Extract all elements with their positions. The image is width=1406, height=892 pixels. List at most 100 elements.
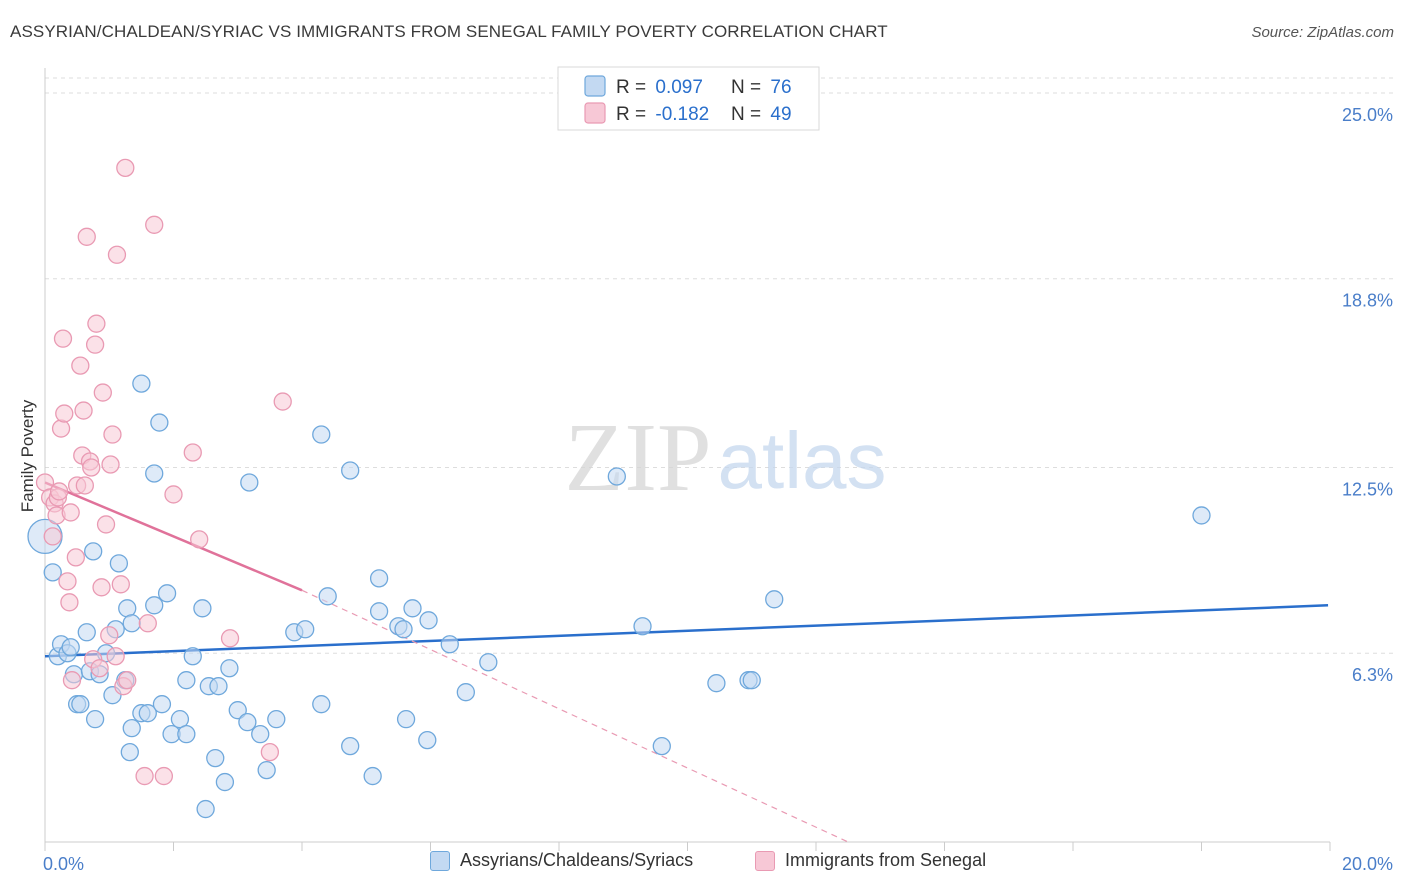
point-senegal: [93, 383, 112, 402]
point-senegal: [164, 485, 183, 504]
point-assyrians: [296, 620, 315, 639]
point-assyrians: [440, 635, 459, 654]
legend-swatch-blue: [584, 75, 606, 97]
point-senegal: [58, 572, 77, 591]
point-senegal: [51, 419, 71, 438]
point-assyrians: [177, 671, 196, 690]
point-assyrians: [707, 674, 726, 693]
legend-n-label-2: N =: [731, 104, 766, 125]
points-layer: [27, 158, 1211, 819]
legend-swatch-senegal: [755, 850, 775, 871]
point-senegal: [92, 578, 111, 597]
point-assyrians: [742, 671, 761, 690]
legend-r-label-1: R =: [616, 77, 651, 98]
svg-text:N = 76: N = 76: [731, 77, 792, 98]
point-senegal: [62, 671, 82, 690]
point-assyrians: [765, 590, 784, 609]
point-assyrians: [267, 710, 286, 729]
legend-bottom: Assyrians/Chaldeans/Syriacs Immigrants f…: [0, 850, 1406, 880]
point-senegal: [111, 575, 130, 594]
source-label: Source: ZipAtlas.com: [1251, 24, 1394, 41]
point-assyrians: [633, 617, 652, 636]
point-senegal: [260, 742, 280, 762]
point-assyrians: [150, 413, 169, 432]
point-senegal: [220, 629, 240, 648]
legend-label-assyrians: Assyrians/Chaldeans/Syriacs: [460, 850, 694, 870]
point-assyrians: [607, 467, 626, 486]
point-assyrians: [341, 461, 360, 480]
y-tick-label: 6.3%: [1352, 665, 1393, 685]
point-senegal: [100, 626, 119, 645]
trend-line-assyrians: [44, 604, 1329, 658]
point-senegal: [183, 443, 202, 462]
axis-layer: 6.3% 12.5% 18.8% 25.0% 0.0% 20.0%: [43, 68, 1393, 874]
point-assyrians: [122, 718, 141, 738]
point-senegal: [87, 314, 106, 333]
point-assyrians: [209, 677, 228, 696]
watermark-atlas: atlas: [718, 416, 887, 505]
point-assyrians: [177, 724, 196, 744]
point-assyrians: [43, 563, 62, 582]
point-senegal: [53, 329, 73, 348]
point-senegal: [85, 335, 105, 354]
point-assyrians: [257, 760, 276, 780]
trend-layer: [44, 481, 1329, 843]
point-assyrians: [145, 596, 164, 615]
point-senegal: [43, 527, 62, 546]
point-senegal: [118, 671, 137, 690]
y-tick-label: 25.0%: [1342, 105, 1393, 125]
point-senegal: [71, 356, 90, 375]
point-assyrians: [109, 554, 129, 573]
point-senegal: [66, 548, 85, 567]
svg-text:R = -0.182: R = -0.182: [616, 104, 709, 125]
svg-text:N = 49: N = 49: [731, 104, 792, 125]
point-assyrians: [369, 602, 389, 621]
point-assyrians: [132, 374, 151, 393]
point-assyrians: [419, 611, 438, 630]
legend-n-label-1: N =: [731, 77, 766, 98]
point-senegal: [273, 392, 292, 411]
point-senegal: [74, 401, 93, 420]
point-senegal: [90, 659, 109, 678]
point-assyrians: [122, 614, 141, 633]
point-senegal: [55, 404, 74, 423]
point-senegal: [60, 593, 79, 612]
x-tick-label-min: 0.0%: [43, 854, 84, 874]
legend-swatch-pink: [584, 102, 606, 124]
point-assyrians: [363, 766, 382, 786]
point-senegal: [107, 245, 127, 264]
point-assyrians: [396, 710, 416, 729]
point-senegal: [135, 766, 154, 786]
point-senegal: [190, 530, 209, 549]
legend-r-value-2: -0.182: [655, 104, 709, 125]
point-assyrians: [61, 638, 80, 657]
point-senegal: [77, 227, 96, 246]
point-senegal: [103, 425, 122, 444]
point-senegal: [96, 515, 116, 534]
point-senegal: [154, 766, 174, 786]
point-assyrians: [240, 473, 259, 492]
legend-label-senegal: Immigrants from Senegal: [785, 850, 987, 870]
legend-item-assyrians: Assyrians/Chaldeans/Syriacs: [430, 850, 693, 871]
point-senegal: [75, 476, 94, 495]
point-assyrians: [312, 425, 331, 444]
point-assyrians: [251, 724, 270, 744]
point-assyrians: [85, 710, 105, 729]
point-assyrians: [1192, 506, 1211, 525]
y-axis-label: Family Poverty: [18, 399, 37, 512]
point-assyrians: [196, 799, 215, 819]
y-tick-label: 12.5%: [1342, 479, 1393, 499]
point-assyrians: [84, 542, 103, 561]
point-senegal: [61, 503, 80, 522]
legend-n-value-1: 76: [770, 77, 791, 98]
point-assyrians: [479, 653, 498, 672]
point-assyrians: [120, 742, 139, 762]
x-tick-label-max: 20.0%: [1342, 854, 1393, 874]
point-assyrians: [183, 647, 202, 666]
legend-r-label-2: R =: [616, 104, 651, 125]
trend-line-senegal: [44, 481, 303, 592]
watermark-zip: ZIP: [565, 404, 712, 512]
point-assyrians: [77, 623, 96, 642]
point-senegal: [106, 647, 125, 666]
point-assyrians: [238, 713, 257, 732]
